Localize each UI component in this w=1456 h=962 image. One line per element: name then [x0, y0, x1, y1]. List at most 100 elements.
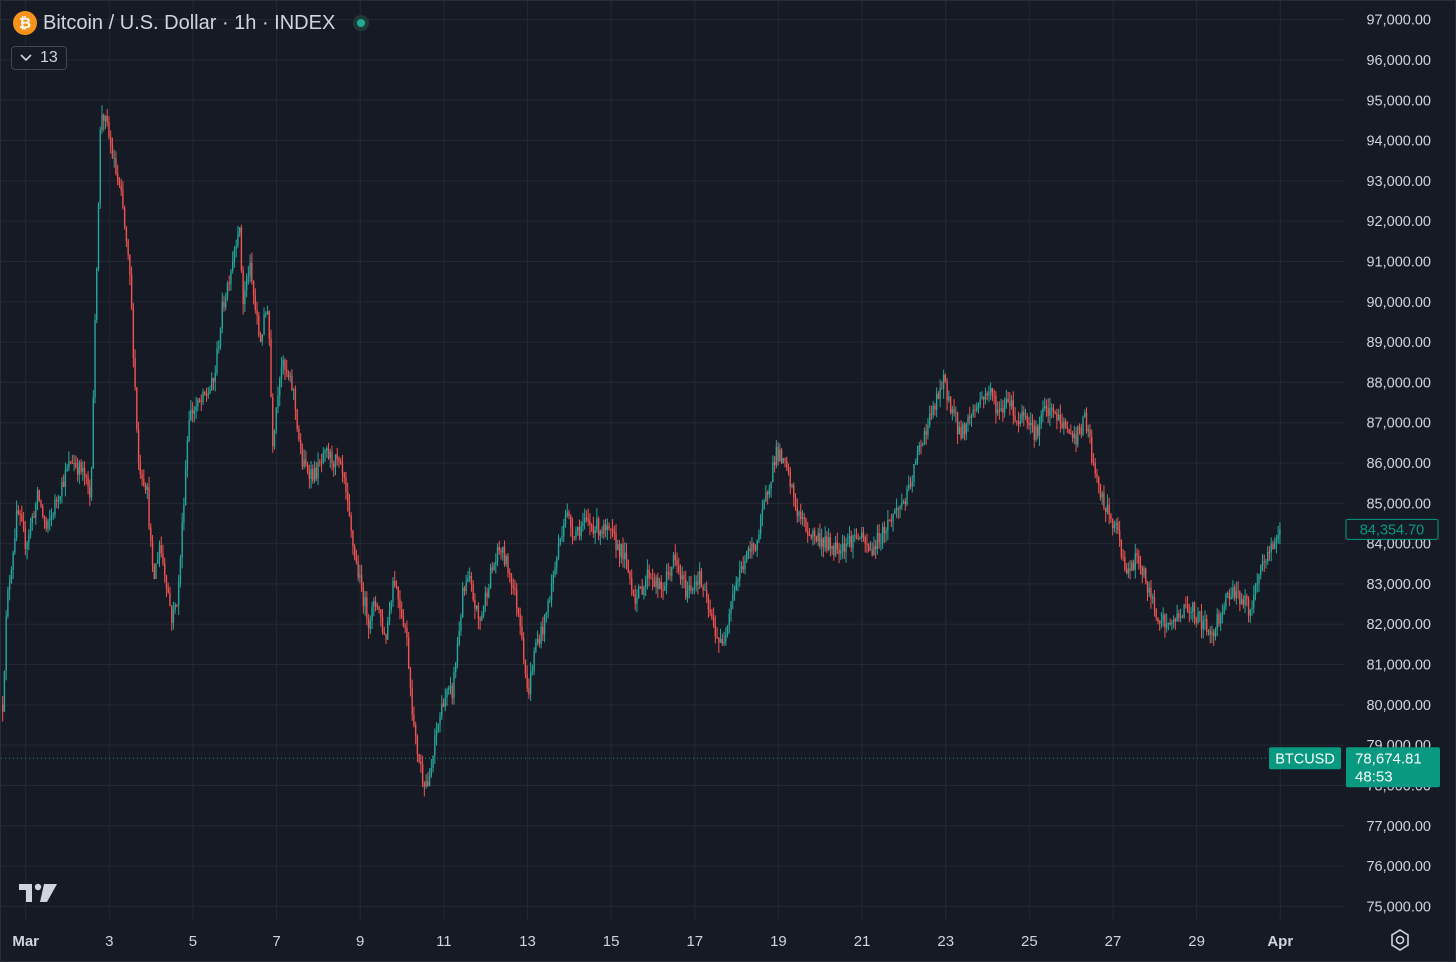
candle-body — [273, 429, 276, 447]
candle-body — [96, 268, 98, 321]
market-open-dot-icon[interactable] — [353, 15, 370, 31]
candle — [733, 585, 736, 601]
candle — [1214, 627, 1217, 641]
candle — [435, 722, 438, 746]
candle — [599, 529, 602, 545]
candle — [190, 399, 192, 422]
candle-body — [946, 381, 948, 401]
candle-body — [186, 441, 189, 470]
tradingview-logo-icon[interactable] — [17, 881, 59, 910]
candle-body — [1158, 621, 1161, 624]
time-axis[interactable]: Mar 3 5 7 9 11 13 15 17 19 21 23 25 27 29 Apr — [12, 933, 1293, 950]
candle — [305, 450, 307, 468]
candle-body — [448, 687, 450, 691]
time-tick-label: 5 — [189, 933, 197, 950]
candle — [19, 509, 21, 526]
candle — [129, 254, 131, 286]
candle — [576, 526, 579, 536]
candle — [1047, 398, 1049, 424]
candle-body — [632, 590, 635, 595]
candle — [223, 295, 225, 312]
candle — [542, 616, 544, 641]
candle-body — [613, 531, 615, 534]
candle-body — [655, 577, 657, 587]
candle-body — [1171, 622, 1173, 625]
candle-body — [1221, 613, 1224, 616]
candle — [254, 288, 257, 314]
candle — [1101, 490, 1103, 505]
candle — [669, 566, 671, 581]
candle-body — [819, 533, 821, 547]
candle-body — [665, 571, 668, 586]
candle-body — [237, 232, 239, 246]
candle — [1096, 468, 1098, 483]
price-tick-label: 88,000.00 — [1366, 375, 1431, 391]
chevron-down-icon — [20, 51, 32, 65]
candle — [963, 422, 966, 441]
indicators-toggle-button[interactable]: 13 — [11, 46, 67, 70]
candle — [716, 627, 718, 639]
candle — [1226, 591, 1229, 599]
candle — [1171, 619, 1173, 631]
candle-body — [782, 458, 785, 464]
candle-body — [899, 506, 901, 509]
candle — [1063, 417, 1065, 435]
candle-body — [254, 295, 257, 310]
current-price-tag — [1346, 747, 1440, 788]
candle — [411, 679, 413, 721]
indicators-count: 13 — [40, 49, 58, 66]
candle-body — [796, 506, 798, 516]
candle-body — [162, 553, 164, 564]
candle-body — [216, 348, 218, 373]
candle-body — [7, 590, 9, 617]
candle-body — [395, 586, 398, 588]
candle — [414, 721, 417, 745]
candle-body — [1193, 602, 1196, 618]
candle — [759, 513, 762, 540]
candle — [83, 461, 86, 486]
candle-body — [315, 467, 318, 479]
candle-body — [21, 515, 23, 522]
candle — [1087, 424, 1089, 438]
candle — [299, 433, 302, 455]
candle-body — [671, 566, 673, 576]
candle-body — [820, 538, 823, 547]
candle-body — [1068, 428, 1070, 434]
candle — [111, 137, 114, 159]
candle-body — [291, 375, 293, 391]
candle — [85, 473, 88, 485]
candle — [510, 572, 513, 595]
candle — [10, 566, 13, 584]
candle-body — [793, 484, 795, 497]
time-tick-label: Mar — [12, 933, 39, 950]
candle — [920, 439, 922, 455]
candle-body — [512, 585, 514, 588]
candle-body — [904, 501, 906, 505]
candle-body — [282, 359, 284, 368]
candle — [272, 393, 274, 453]
candle — [1038, 416, 1041, 446]
candle-body — [312, 469, 314, 481]
candle-body — [461, 588, 464, 617]
candle — [962, 421, 964, 439]
gear-icon[interactable] — [1387, 927, 1413, 953]
candle-body — [927, 425, 929, 435]
symbol-header[interactable]: ₿ Bitcoin / U.S. Dollar · 1h · INDEX — [13, 11, 370, 35]
candle — [312, 464, 314, 484]
candle — [21, 505, 23, 522]
candle — [1202, 615, 1204, 639]
candle-body — [1162, 614, 1164, 621]
candle-body — [517, 608, 520, 615]
candle — [134, 349, 136, 391]
candle-body — [317, 462, 319, 479]
candle-body — [367, 618, 370, 629]
candle — [1141, 565, 1143, 584]
candle-body — [697, 581, 699, 585]
candle — [512, 578, 514, 595]
candle — [627, 559, 629, 574]
candle — [353, 543, 356, 561]
candle — [122, 181, 124, 210]
candle-body — [627, 559, 629, 572]
candle-body — [718, 637, 720, 643]
